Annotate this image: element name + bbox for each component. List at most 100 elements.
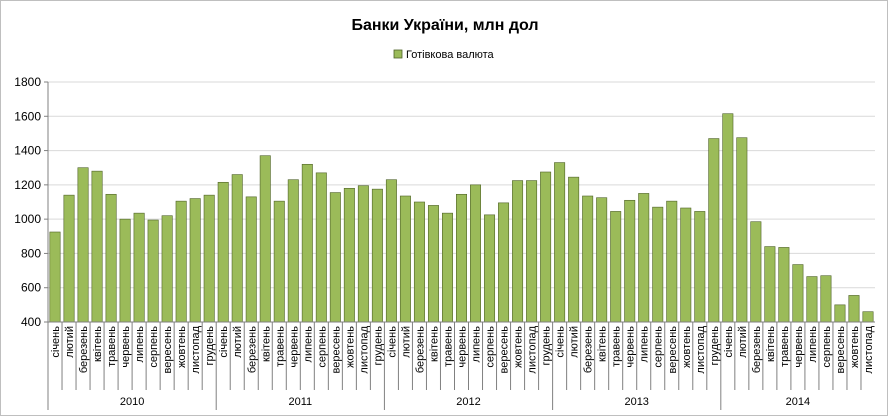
x-category-label: жовтень bbox=[513, 326, 525, 368]
x-category-label: жовтень bbox=[849, 326, 861, 368]
bar bbox=[680, 207, 692, 323]
x-category-label: листопад bbox=[358, 325, 370, 373]
x-year-label: 2013 bbox=[624, 396, 648, 408]
bar bbox=[315, 172, 327, 323]
bar bbox=[806, 276, 818, 323]
x-category-label: жовтень bbox=[176, 326, 188, 368]
bar bbox=[792, 264, 804, 323]
bar bbox=[105, 193, 117, 323]
x-category-label: лютий bbox=[737, 326, 749, 358]
x-category-label: квітень bbox=[92, 326, 104, 362]
bar bbox=[147, 219, 159, 323]
x-category-label: червень bbox=[793, 326, 805, 368]
x-category-label: травень bbox=[274, 326, 286, 367]
x-category-label: березень bbox=[78, 326, 90, 373]
x-category-label: березень bbox=[414, 326, 426, 373]
bar bbox=[498, 202, 510, 323]
x-category-label: липень bbox=[134, 326, 146, 363]
bar bbox=[427, 205, 439, 323]
bar bbox=[484, 214, 496, 323]
bar bbox=[385, 179, 397, 323]
bar bbox=[413, 201, 425, 323]
x-year-label: 2010 bbox=[120, 396, 144, 408]
bar bbox=[582, 195, 594, 323]
y-tick-label: 1000 bbox=[14, 212, 41, 226]
x-category-label: січень bbox=[386, 326, 398, 358]
bar bbox=[399, 195, 411, 323]
x-category-label: січень bbox=[218, 326, 230, 358]
y-tick-label: 400 bbox=[21, 315, 41, 329]
bar bbox=[329, 192, 341, 323]
x-category-label: липень bbox=[807, 326, 819, 363]
x-category-label: вересень bbox=[162, 326, 174, 374]
x-category-label: лютий bbox=[569, 326, 581, 358]
x-category-label: липень bbox=[302, 326, 314, 363]
bar bbox=[259, 155, 271, 323]
x-category-label: червень bbox=[625, 326, 637, 368]
x-category-label: листопад bbox=[527, 325, 539, 373]
bar bbox=[49, 231, 61, 323]
x-category-label: вересень bbox=[835, 326, 847, 374]
x-category-label: травень bbox=[779, 326, 791, 367]
x-category-label: вересень bbox=[330, 326, 342, 374]
bar bbox=[119, 218, 131, 323]
x-category-label: листопад bbox=[190, 325, 202, 373]
x-category-label: грудень bbox=[204, 326, 216, 366]
x-category-label: серпень bbox=[148, 326, 160, 368]
bar bbox=[456, 193, 467, 323]
bar bbox=[91, 170, 103, 323]
bar bbox=[554, 162, 566, 323]
bar bbox=[596, 197, 608, 323]
x-category-label: червень bbox=[457, 326, 469, 368]
bar bbox=[722, 113, 734, 323]
x-category-label: грудень bbox=[709, 326, 721, 366]
x-category-label: березень bbox=[583, 326, 595, 373]
x-category-label: січень bbox=[555, 326, 567, 358]
x-category-label: липень bbox=[471, 326, 483, 363]
bar bbox=[343, 187, 355, 323]
x-category-label: квітень bbox=[597, 326, 609, 362]
x-category-label: серпень bbox=[485, 326, 497, 368]
chart-title: Банки України, млн дол bbox=[351, 17, 538, 34]
bar bbox=[63, 194, 75, 323]
x-category-label: грудень bbox=[541, 326, 553, 366]
bars bbox=[49, 113, 874, 323]
bar bbox=[203, 194, 215, 323]
x-category-label: лютий bbox=[64, 326, 76, 358]
bar bbox=[287, 179, 299, 323]
y-tick-label: 1600 bbox=[14, 109, 41, 123]
bar bbox=[273, 200, 285, 323]
bar bbox=[694, 211, 706, 323]
y-tick-label: 1800 bbox=[14, 75, 41, 89]
x-category-label: січень bbox=[50, 326, 62, 358]
x-category-label: вересень bbox=[667, 326, 679, 374]
bar bbox=[217, 181, 229, 323]
x-category-label: квітень bbox=[260, 326, 272, 362]
y-tick-label: 800 bbox=[21, 246, 41, 260]
legend-label: Готівкова валюта bbox=[406, 49, 495, 61]
x-category-label: серпень bbox=[821, 326, 833, 368]
x-year-label: 2011 bbox=[288, 396, 312, 408]
bar bbox=[764, 246, 776, 323]
legend: Готівкова валюта bbox=[393, 49, 495, 61]
bar bbox=[470, 184, 481, 323]
bar bbox=[133, 212, 145, 323]
x-category-label: жовтень bbox=[681, 326, 693, 368]
bar bbox=[189, 198, 201, 323]
x-category-label: січень bbox=[723, 326, 735, 358]
x-category-label: лютий bbox=[232, 326, 244, 358]
x-category-label: серпень bbox=[653, 326, 665, 368]
bar bbox=[301, 163, 313, 323]
bar bbox=[736, 137, 748, 323]
bar bbox=[750, 221, 762, 323]
bar bbox=[624, 199, 636, 323]
x-category-label: червень bbox=[120, 326, 132, 368]
x-category-label: червень bbox=[288, 326, 300, 368]
x-category-label: квітень bbox=[428, 326, 440, 362]
bar bbox=[371, 188, 383, 323]
bar bbox=[848, 295, 860, 323]
x-category-label: травень bbox=[611, 326, 623, 367]
x-category-label: жовтень bbox=[344, 326, 356, 368]
